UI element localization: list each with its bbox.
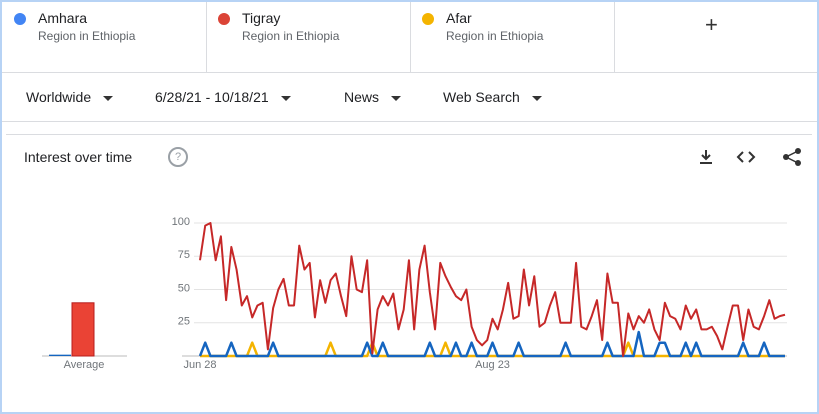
card-title: Interest over time: [24, 149, 133, 165]
filter[interactable]: 6/28/21 - 10/18/21: [155, 89, 291, 105]
filter-label: News: [344, 89, 380, 105]
term-card[interactable]: Afar Region in Ethiopia: [410, 2, 615, 72]
filter[interactable]: Worldwide: [26, 89, 114, 105]
average-label: Average: [64, 359, 105, 371]
y-tick-label: 100: [172, 216, 190, 228]
average-bar: [71, 302, 95, 357]
add-term-button[interactable]: +: [705, 12, 718, 37]
filter-label: 6/28/21 - 10/18/21: [155, 89, 269, 105]
x-tick-label: Aug 23: [475, 359, 510, 371]
series-line: [198, 330, 785, 358]
filter-label: Web Search: [443, 89, 520, 105]
term-card[interactable]: Amhara Region in Ethiopia: [2, 2, 207, 72]
term-name: Amhara: [38, 10, 88, 26]
term-name: Afar: [446, 10, 472, 26]
y-tick-label: 75: [178, 249, 190, 261]
y-tick-label: 25: [178, 316, 190, 328]
term-dot: [422, 13, 434, 25]
series-line: [199, 222, 786, 357]
embed-icon[interactable]: [736, 151, 756, 163]
share-icon[interactable]: [783, 148, 801, 166]
download-icon[interactable]: [700, 150, 712, 164]
filter[interactable]: News: [344, 89, 402, 105]
term-dot: [218, 13, 230, 25]
filter-bar: Worldwide 6/28/21 - 10/18/21 News Web Se…: [2, 72, 817, 122]
interest-card: Interest over time ?: [6, 134, 812, 411]
help-icon[interactable]: ?: [168, 147, 188, 167]
term-name: Tigray: [242, 10, 281, 26]
term-dot: [14, 13, 26, 25]
filter[interactable]: Web Search: [443, 89, 542, 105]
term-subtitle: Region in Ethiopia: [446, 29, 544, 43]
x-tick-label: Jun 28: [183, 359, 216, 371]
card-actions: [700, 148, 801, 166]
filter-label: Worldwide: [26, 89, 92, 105]
term-subtitle: Region in Ethiopia: [38, 29, 136, 43]
average-bar: [49, 354, 71, 356]
term-subtitle: Region in Ethiopia: [242, 29, 340, 43]
y-tick-label: 50: [178, 282, 190, 294]
term-card[interactable]: Tigray Region in Ethiopia: [206, 2, 411, 72]
